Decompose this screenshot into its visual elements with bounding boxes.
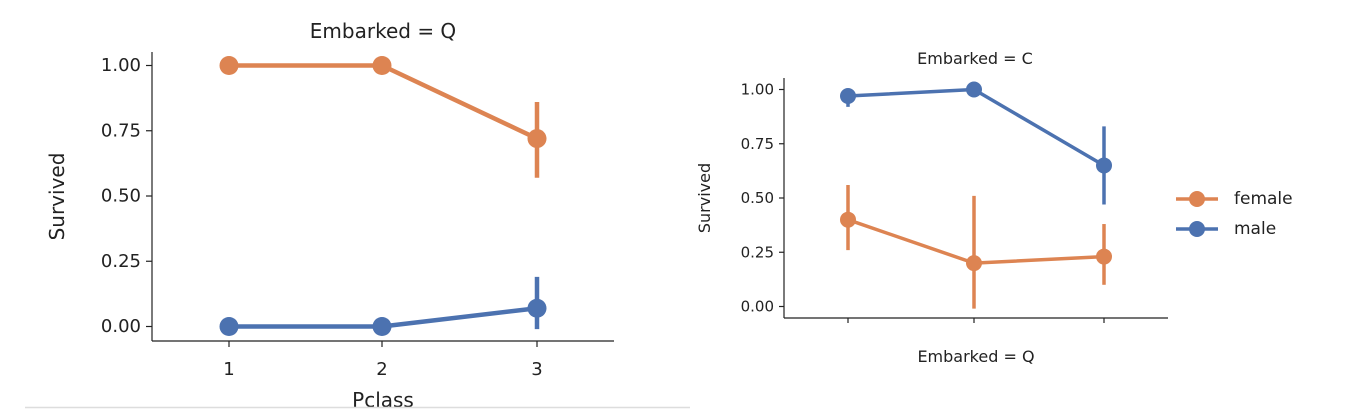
legend-label: female: [1234, 189, 1293, 209]
x-tick-label: 1: [223, 359, 234, 380]
x-tick-label: 2: [376, 359, 387, 380]
legend-label: male: [1234, 219, 1276, 239]
x-tick-label: 3: [531, 359, 542, 380]
x-axis-label: Pclass: [352, 388, 414, 411]
y-tick-label: 1.00: [741, 81, 774, 99]
y-tick-label: 0.75: [101, 120, 141, 141]
series-female: [840, 184, 1112, 309]
chart-panel-2: 0.00 0.25 0.50 0.75 1.00 Embarked = C Survived…: [695, 49, 1293, 366]
data-point: [840, 211, 856, 228]
series-female: [219, 56, 547, 178]
chart-title: Embarked = Q: [310, 19, 456, 43]
y-axis-label: Survived: [695, 163, 714, 233]
legend-marker: [1189, 221, 1205, 237]
series-line: [226, 63, 540, 141]
data-point: [219, 56, 239, 75]
chart-title: Embarked = C: [917, 49, 1033, 68]
y-tick-label: 0.50: [741, 189, 774, 207]
data-point: [372, 317, 392, 336]
chart-panel-1: 0.00 0.25 0.50 0.75 1.00 1 2 3 Embarked = Q Survi…: [45, 19, 614, 411]
data-point: [966, 81, 982, 98]
x-axis-label: Embarked = Q: [917, 347, 1034, 366]
y-tick-label: 0.25: [101, 251, 141, 272]
y-tick-label: 0.25: [741, 243, 774, 261]
y-axis-label: Survived: [45, 153, 69, 241]
legend-marker: [1189, 191, 1205, 207]
series-line: [846, 87, 1106, 168]
y-tick-label: 0.50: [101, 186, 141, 207]
data-point: [527, 298, 547, 318]
data-point: [966, 255, 982, 272]
y-tick-label: 1.00: [101, 55, 141, 76]
legend: female male: [1176, 189, 1293, 239]
series-male: [219, 276, 547, 336]
data-point: [840, 88, 856, 105]
y-tick-label: 0.00: [741, 298, 774, 316]
data-point: [372, 56, 392, 75]
y-tick-label: 0.75: [741, 135, 774, 153]
y-tick-label: 0.00: [101, 316, 141, 337]
data-point: [1096, 157, 1112, 174]
data-point: [527, 129, 547, 149]
series-male: [840, 81, 1112, 205]
data-point: [1096, 248, 1112, 265]
data-point: [219, 317, 239, 336]
